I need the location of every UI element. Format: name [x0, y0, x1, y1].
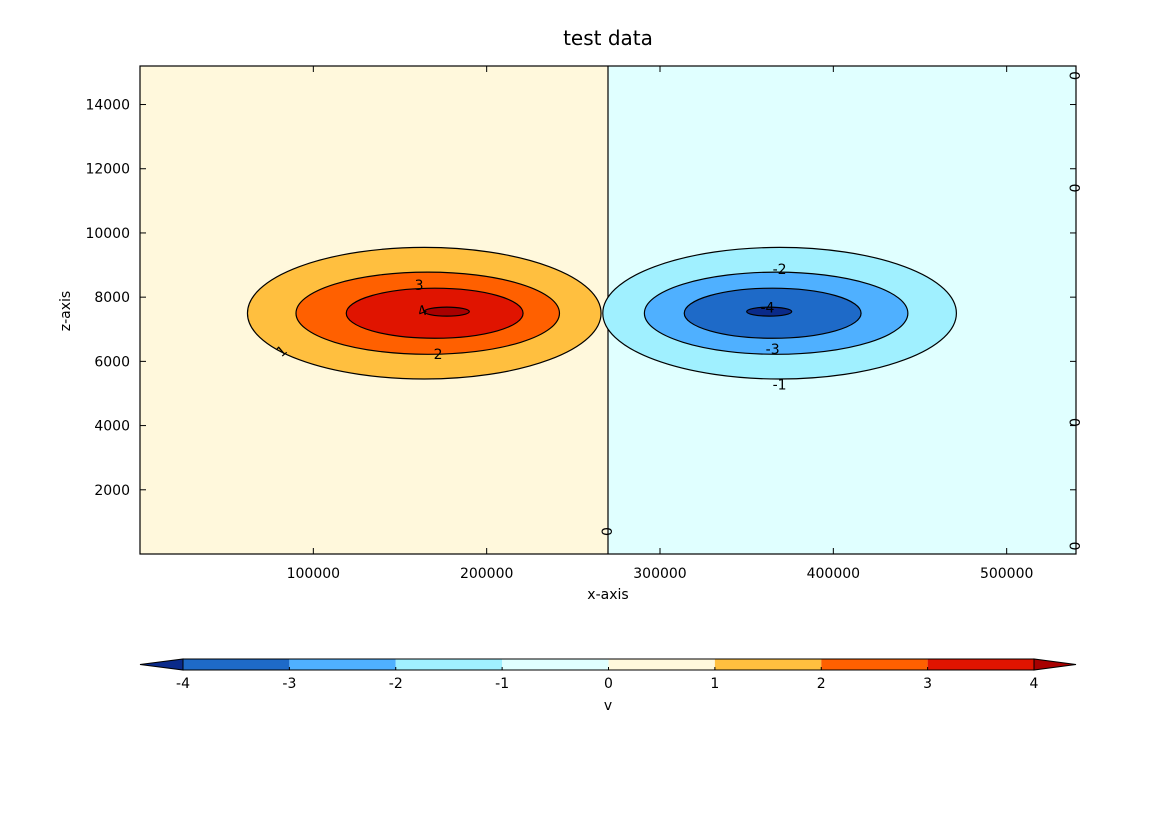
colorbar-extend-min	[139, 658, 184, 671]
colorbar-tick-label: -1	[495, 676, 509, 692]
colorbar-bin	[927, 659, 1034, 670]
colorbar-bin	[608, 659, 715, 670]
x-tick-label: 400000	[807, 566, 860, 582]
colorbar-bin	[714, 659, 822, 670]
colorbar-label: v	[604, 698, 612, 714]
colorbar-bin	[183, 659, 290, 670]
plot-frame	[139, 65, 1077, 555]
colorbar-bin	[821, 659, 928, 670]
x-tick-label: 100000	[287, 566, 340, 582]
colorbar: -4 -3 -2 -1 0 1 2 3 4	[139, 658, 1077, 692]
y-tick-label: 8000	[94, 290, 130, 306]
edge-contour-label: 0	[1068, 184, 1084, 193]
contour-label: 3	[415, 278, 424, 294]
negative-contour-level-neg4	[746, 306, 793, 317]
colorbar-tick-label: -4	[176, 676, 190, 692]
colorbar-tick-label: 3	[923, 676, 932, 692]
colorbar-tick-label: 2	[817, 676, 826, 692]
colorbar-extend-max	[1033, 658, 1077, 671]
y-tick-label: 12000	[85, 162, 130, 178]
colorbar-bin	[289, 659, 396, 670]
colorbar-tick-label: -3	[282, 676, 296, 692]
x-tick-label: 300000	[633, 566, 686, 582]
y-tick-label: 2000	[94, 483, 130, 499]
x-axis-label: x-axis	[587, 587, 628, 603]
contour-label: -4	[760, 300, 774, 316]
x-tick-label: 500000	[980, 566, 1033, 582]
x-tick-label: 200000	[460, 566, 513, 582]
edge-contour-label: 0	[1068, 542, 1084, 551]
colorbar-tick-label: 1	[710, 676, 719, 692]
y-tick-label: 6000	[94, 354, 130, 370]
colorbar-tick-label: -2	[389, 676, 403, 692]
contour-label: -3	[766, 342, 780, 358]
y-tick-label: 10000	[85, 226, 130, 242]
colorbar-tick-label: 4	[1030, 676, 1039, 692]
y-tick-label: 14000	[85, 98, 130, 114]
contour-label: -1	[773, 377, 787, 393]
colorbar-tick-label: 0	[604, 676, 613, 692]
chart-title: test data	[563, 26, 653, 50]
y-axis-label: z-axis	[58, 291, 74, 331]
contour-label: 0	[600, 527, 616, 536]
edge-contour-label: 0	[1068, 418, 1084, 427]
colorbar-bin	[395, 659, 503, 670]
colorbar-bin	[502, 659, 609, 670]
contour-label: 2	[434, 347, 443, 363]
positive-contour-level-4	[423, 306, 470, 317]
y-tick-label: 4000	[94, 419, 130, 435]
contour-label: -2	[773, 262, 787, 278]
edge-contour-label: 0	[1068, 71, 1084, 80]
